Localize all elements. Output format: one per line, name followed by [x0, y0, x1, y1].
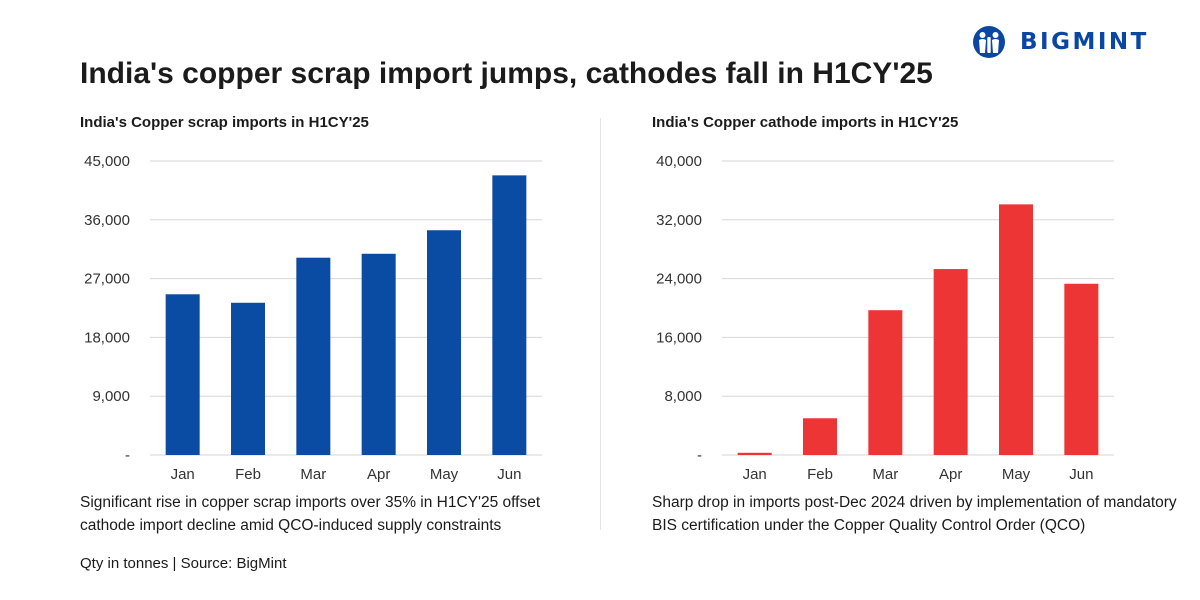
bigmint-logo-icon	[973, 26, 1005, 58]
scrap-x-tick-label: Mar	[300, 466, 326, 483]
cathode-y-tick-label: 8,000	[664, 388, 702, 405]
scrap-y-tick-label: 27,000	[84, 271, 130, 288]
cathode-x-tick-label: Jan	[743, 466, 767, 483]
cathode-y-tick-label: 32,000	[656, 212, 702, 229]
cathode-x-tick-label: Apr	[939, 466, 962, 483]
cathode-y-tick-label: -	[697, 447, 702, 464]
page-title: India's copper scrap import jumps, catho…	[80, 57, 933, 90]
scrap-bar-mar	[296, 257, 331, 455]
scrap-bar-may	[427, 230, 461, 455]
cathode-x-tick-label: Jun	[1069, 466, 1093, 483]
scrap-y-tick-label: -	[125, 447, 130, 464]
cathode-y-tick-label: 40,000	[656, 153, 702, 170]
scrap-y-tick-label: 9,000	[92, 388, 130, 405]
brand-logo: BIGMINT	[972, 22, 1149, 62]
scrap-y-tick-label: 45,000	[84, 153, 130, 170]
chart-title-scrap: India's Copper scrap imports in H1CY'25	[80, 114, 369, 131]
source-footnote: Qty in tonnes | Source: BigMint	[80, 555, 287, 572]
scrap-bar-apr	[361, 253, 396, 455]
scrap-y-tick-label: 18,000	[84, 329, 130, 346]
cathode-bar-mar	[868, 310, 903, 455]
scrap-x-tick-label: Feb	[235, 466, 261, 483]
cathode-x-tick-label: Mar	[872, 466, 898, 483]
cathode-bar-may	[999, 204, 1033, 455]
cathode-bar-jun	[1064, 283, 1099, 455]
chart-caption-cathode: Sharp drop in imports post-Dec 2024 driv…	[652, 494, 1177, 534]
scrap-x-tick-label: Jan	[171, 466, 195, 483]
chart-divider	[600, 118, 601, 530]
cathode-y-tick-label: 24,000	[656, 271, 702, 288]
brand-name: BIGMINT	[1020, 29, 1149, 55]
cathode-imports-bar-chart: - 8,000 16,000 24,000 32,000 40,000 Jan Feb Mar A…	[656, 153, 1114, 483]
scrap-bar-jun	[492, 175, 527, 455]
scrap-bar-jan	[165, 294, 200, 455]
chart-title-cathode: India's Copper cathode imports in H1CY'2…	[652, 114, 959, 131]
scrap-imports-bar-chart: - 9,000 18,000 27,000 36,000 45,000 Jan Feb Mar A…	[84, 153, 542, 483]
cathode-x-tick-label: Feb	[807, 466, 833, 483]
scrap-x-tick-label: Jun	[497, 466, 521, 483]
scrap-x-tick-label: Apr	[367, 466, 390, 483]
cathode-y-tick-label: 16,000	[656, 329, 702, 346]
cathode-x-tick-label: May	[1002, 466, 1031, 483]
scrap-y-tick-label: 36,000	[84, 212, 130, 229]
cathode-bar-apr	[933, 269, 968, 455]
scrap-x-tick-label: May	[430, 466, 459, 483]
cathode-bar-jan	[737, 452, 772, 455]
scrap-bar-feb	[231, 302, 265, 455]
cathode-bar-feb	[803, 418, 837, 455]
chart-caption-scrap: Significant rise in copper scrap imports…	[80, 494, 541, 534]
